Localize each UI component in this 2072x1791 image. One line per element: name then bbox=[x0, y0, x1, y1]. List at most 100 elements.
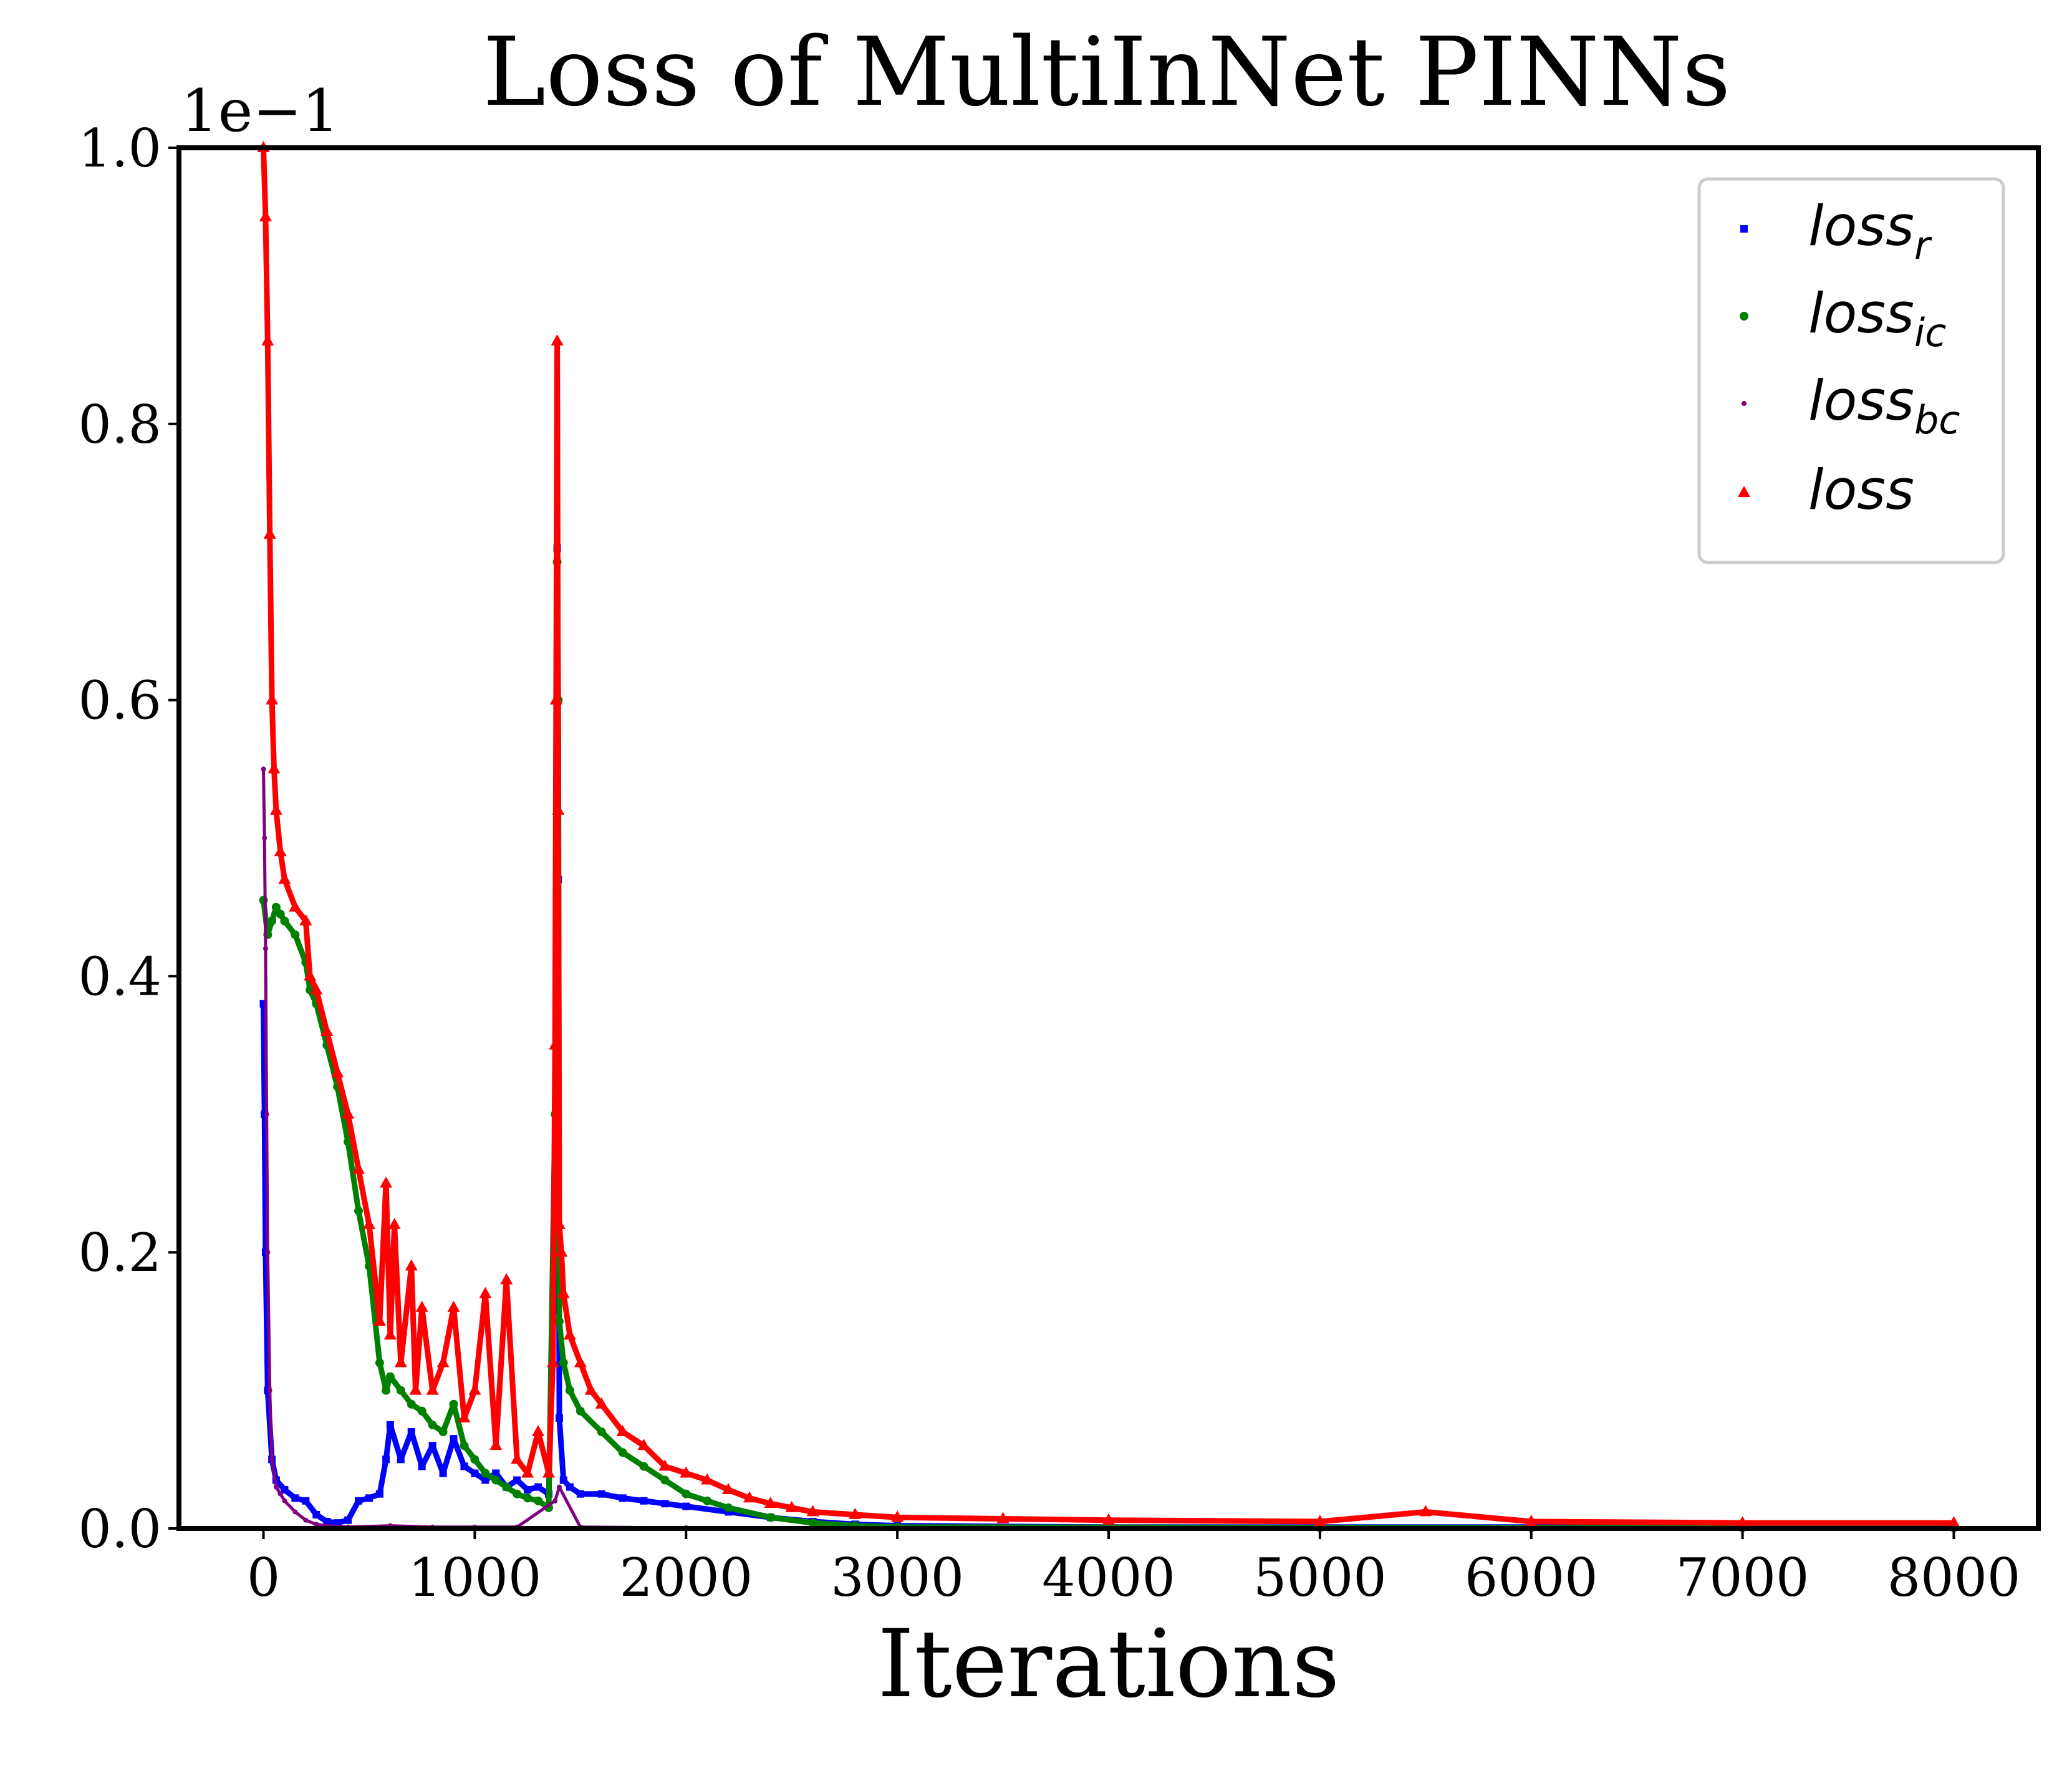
data-point bbox=[269, 1457, 275, 1462]
data-point bbox=[282, 1498, 287, 1504]
data-point bbox=[640, 1497, 648, 1505]
data-point bbox=[449, 1399, 458, 1409]
data-point bbox=[534, 1496, 543, 1505]
data-point bbox=[559, 1358, 568, 1368]
data-point bbox=[262, 836, 267, 841]
data-point bbox=[552, 1217, 566, 1229]
data-point bbox=[618, 1448, 627, 1457]
data-point bbox=[331, 1066, 344, 1078]
data-point bbox=[556, 1484, 562, 1490]
y-tick-label: 0.2 bbox=[78, 1222, 161, 1283]
data-point bbox=[267, 1388, 272, 1393]
data-point bbox=[304, 969, 317, 981]
x-tick-label: 4000 bbox=[1042, 1547, 1175, 1608]
data-point bbox=[682, 1502, 690, 1510]
legend-label-base: loss bbox=[1808, 369, 1914, 433]
data-point bbox=[417, 1406, 426, 1416]
data-point bbox=[383, 1328, 397, 1340]
data-point bbox=[542, 1466, 556, 1478]
data-point bbox=[261, 334, 274, 345]
x-tick-label: 6000 bbox=[1465, 1547, 1598, 1608]
plot-frame bbox=[176, 145, 2041, 1531]
legend-entry-loss-ic: lossic bbox=[1740, 281, 1946, 355]
data-point bbox=[502, 1482, 511, 1492]
data-point bbox=[891, 1510, 904, 1522]
data-point bbox=[373, 1314, 386, 1326]
data-point bbox=[511, 1452, 524, 1464]
data-point bbox=[470, 1455, 479, 1464]
data-point bbox=[281, 1486, 289, 1494]
data-point bbox=[1525, 1514, 1538, 1526]
data-point bbox=[554, 1316, 564, 1326]
data-point bbox=[658, 1459, 672, 1471]
data-point bbox=[661, 1500, 669, 1508]
legend-label: lossbc bbox=[1808, 369, 1960, 443]
data-point bbox=[271, 902, 281, 912]
y-tick-label: 1.0 bbox=[78, 118, 161, 179]
legend-entry-loss-r: lossr bbox=[1740, 194, 1932, 268]
data-point bbox=[354, 1206, 364, 1215]
x-tick-label: 3000 bbox=[831, 1547, 964, 1608]
data-point bbox=[314, 1522, 319, 1527]
data-point bbox=[407, 1399, 416, 1409]
data-point bbox=[355, 1497, 363, 1505]
data-point bbox=[259, 210, 272, 221]
data-point bbox=[438, 1427, 448, 1437]
data-point bbox=[1419, 1505, 1432, 1517]
data-point bbox=[471, 1469, 479, 1477]
x-tick-label: 2000 bbox=[619, 1547, 753, 1608]
data-point bbox=[428, 1442, 436, 1450]
data-point bbox=[386, 1421, 394, 1429]
data-point bbox=[574, 1356, 587, 1368]
data-point bbox=[766, 1513, 775, 1522]
data-point bbox=[382, 1386, 391, 1395]
legend-label-subscript: r bbox=[1914, 223, 1932, 268]
data-point bbox=[267, 762, 281, 774]
data-point bbox=[291, 930, 300, 939]
data-point bbox=[584, 1383, 597, 1395]
data-point bbox=[996, 1512, 1009, 1523]
data-point bbox=[426, 1383, 439, 1395]
data-point bbox=[447, 1300, 460, 1312]
data-point bbox=[380, 1176, 393, 1188]
data-point bbox=[500, 1273, 513, 1285]
data-point bbox=[291, 1494, 299, 1502]
data-point bbox=[785, 1500, 798, 1512]
data-point bbox=[280, 916, 289, 925]
data-point bbox=[312, 1510, 320, 1518]
data-point bbox=[724, 1503, 733, 1512]
data-point bbox=[639, 1462, 648, 1471]
x-axis-label: Iterations bbox=[877, 1610, 1340, 1719]
data-point bbox=[289, 900, 302, 912]
data-point bbox=[375, 1358, 384, 1368]
data-point bbox=[344, 1516, 352, 1524]
data-point bbox=[265, 1250, 271, 1255]
series-loss bbox=[257, 141, 1960, 1528]
data-point bbox=[1736, 1516, 1749, 1528]
data-point bbox=[489, 1439, 503, 1451]
data-point bbox=[303, 1517, 309, 1523]
y-tick-label: 0.4 bbox=[78, 946, 161, 1007]
data-point bbox=[439, 1469, 447, 1477]
data-point bbox=[764, 1497, 777, 1509]
legend-label-base: loss bbox=[1808, 194, 1914, 258]
data-point bbox=[458, 1411, 471, 1422]
x-tick-label: 7000 bbox=[1676, 1547, 1809, 1608]
data-point bbox=[637, 1439, 650, 1451]
x-tick-label: 8000 bbox=[1887, 1547, 2021, 1608]
data-point bbox=[701, 1473, 714, 1485]
data-point bbox=[549, 693, 562, 705]
legend-label-subscript: bc bbox=[1914, 397, 1960, 443]
data-point bbox=[551, 334, 564, 345]
data-point bbox=[266, 693, 279, 705]
data-point bbox=[269, 803, 282, 815]
data-point bbox=[274, 845, 287, 857]
data-point bbox=[267, 916, 277, 925]
data-point bbox=[365, 1494, 373, 1502]
data-point bbox=[418, 1462, 426, 1470]
data-point bbox=[320, 1024, 334, 1036]
data-point bbox=[524, 1486, 532, 1494]
data-point bbox=[565, 1386, 574, 1395]
data-point bbox=[481, 1469, 490, 1478]
